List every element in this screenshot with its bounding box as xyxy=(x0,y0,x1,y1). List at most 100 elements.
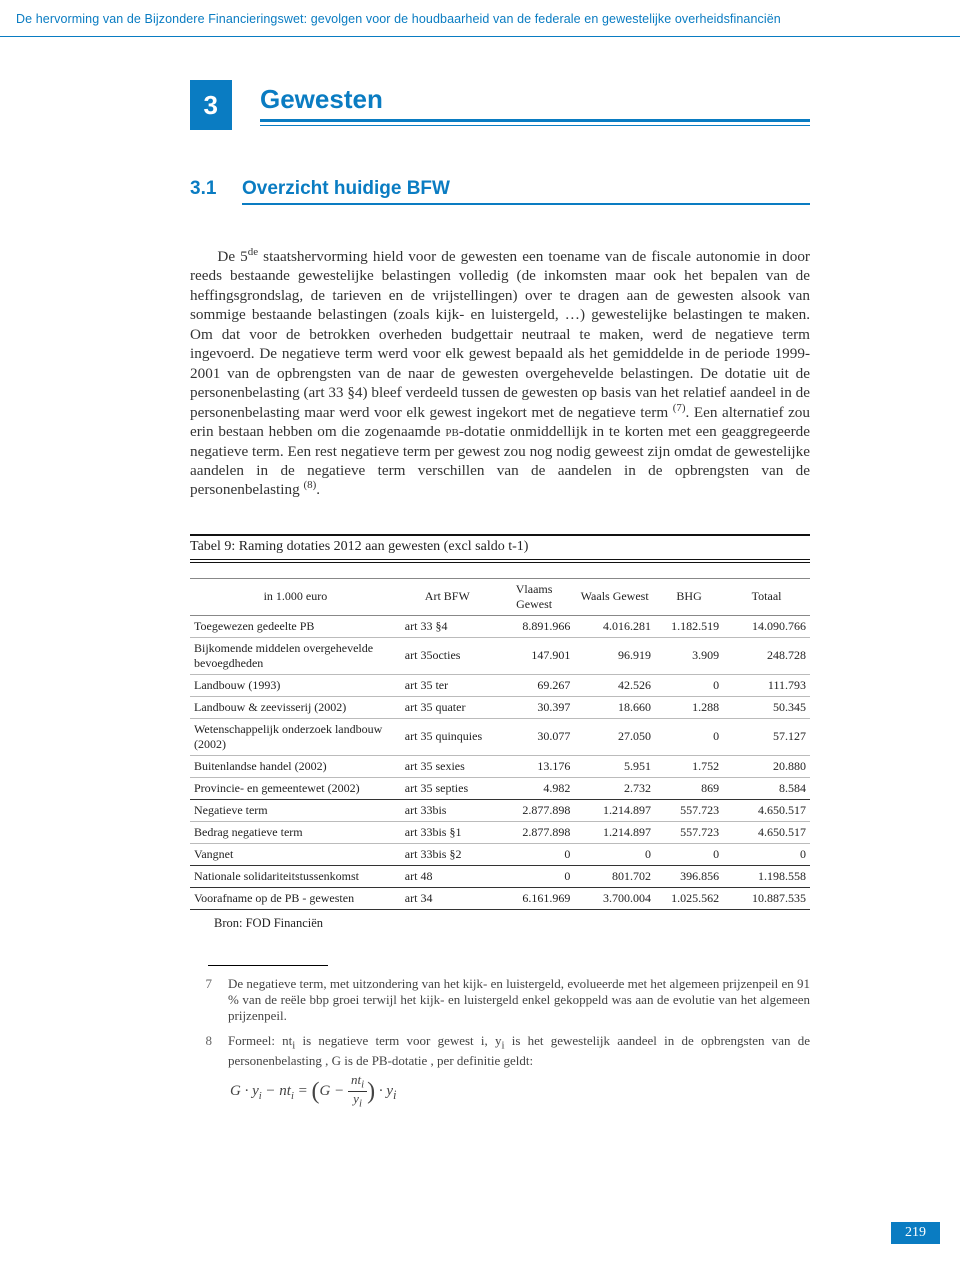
table-cell-value: 69.267 xyxy=(494,674,575,696)
table-cell-art: art 34 xyxy=(401,887,494,909)
page-number: 219 xyxy=(891,1222,940,1244)
table-cell-label: Toegewezen gedeelte PB xyxy=(190,615,401,637)
table-cell-value: 1.025.562 xyxy=(655,887,723,909)
table-row: Wetenschappelijk onderzoek landbouw (200… xyxy=(190,718,810,755)
page-content: 3 Gewesten 3.1 Overzicht huidige BFW De … xyxy=(190,80,810,1118)
table-cell-value: 248.728 xyxy=(723,637,810,674)
table-cell-label: Provincie- en gemeentewet (2002) xyxy=(190,777,401,799)
footnote-text: De negatieve term, met uitzondering van … xyxy=(228,976,810,1025)
chapter-underline-thin xyxy=(260,125,810,126)
table-cell-value: 5.951 xyxy=(574,755,655,777)
table-row: Vangnetart 33bis §20000 xyxy=(190,843,810,865)
table-cell-value: 10.887.535 xyxy=(723,887,810,909)
table-cell-value: 8.891.966 xyxy=(494,615,575,637)
table-cell-value: 557.723 xyxy=(655,799,723,821)
table-cell-value: 2.877.898 xyxy=(494,821,575,843)
table-cell-label: Buitenlandse handel (2002) xyxy=(190,755,401,777)
table-cell-value: 1.214.897 xyxy=(574,799,655,821)
table-row: Negatieve termart 33bis2.877.8981.214.89… xyxy=(190,799,810,821)
table-cell-label: Negatieve term xyxy=(190,799,401,821)
table-cell-value: 1.198.558 xyxy=(723,865,810,887)
body-paragraph: De 5de staatshervorming hield voor de ge… xyxy=(190,247,810,500)
table-cell-label: Nationale solidariteitstussenkomst xyxy=(190,865,401,887)
table-cell-value: 1.214.897 xyxy=(574,821,655,843)
table-header-cell: Waals Gewest xyxy=(574,578,655,615)
table-row: Nationale solidariteitstussenkomstart 48… xyxy=(190,865,810,887)
table-cell-art: art 35 septies xyxy=(401,777,494,799)
table-cell-value: 2.877.898 xyxy=(494,799,575,821)
table-row: Bedrag negatieve termart 33bis §12.877.8… xyxy=(190,821,810,843)
table-cell-value: 18.660 xyxy=(574,696,655,718)
table-cell-art: art 35 sexies xyxy=(401,755,494,777)
table-row: Landbouw & zeevisserij (2002)art 35 quat… xyxy=(190,696,810,718)
table-cell-value: 0 xyxy=(723,843,810,865)
data-table: in 1.000 euroArt BFWVlaamsGewestWaals Ge… xyxy=(190,578,810,910)
table-row: Voorafname op de PB - gewestenart 346.16… xyxy=(190,887,810,909)
table-row: Provincie- en gemeentewet (2002)art 35 s… xyxy=(190,777,810,799)
table-header-cell: Art BFW xyxy=(401,578,494,615)
header-underline xyxy=(0,36,960,37)
table-cell-art: art 33bis xyxy=(401,799,494,821)
table-cell-value: 30.077 xyxy=(494,718,575,755)
table-cell-value: 4.982 xyxy=(494,777,575,799)
footnote-item: 7De negatieve term, met uitzondering van… xyxy=(190,976,810,1025)
table-cell-value: 869 xyxy=(655,777,723,799)
page-header: De hervorming van de Bijzondere Financie… xyxy=(16,12,944,26)
table-cell-value: 8.584 xyxy=(723,777,810,799)
table-cell-value: 27.050 xyxy=(574,718,655,755)
subsection-number: 3.1 xyxy=(190,178,242,205)
footnote-number: 8 xyxy=(190,1033,228,1110)
table-row: Landbouw (1993)art 35 ter69.26742.526011… xyxy=(190,674,810,696)
table-source: Bron: FOD Financiën xyxy=(190,916,810,931)
table-cell-value: 14.090.766 xyxy=(723,615,810,637)
footnotes: 7De negatieve term, met uitzondering van… xyxy=(190,965,810,1110)
table-cell-value: 57.127 xyxy=(723,718,810,755)
table-header-cell: Totaal xyxy=(723,578,810,615)
table-header-cell: BHG xyxy=(655,578,723,615)
footnote-number: 7 xyxy=(190,976,228,1025)
table-cell-art: art 35octies xyxy=(401,637,494,674)
table-cell-label: Landbouw (1993) xyxy=(190,674,401,696)
table-cell-value: 0 xyxy=(655,674,723,696)
table-cell-value: 3.909 xyxy=(655,637,723,674)
table-cell-value: 6.161.969 xyxy=(494,887,575,909)
table-section: Tabel 9: Raming dotaties 2012 aan gewest… xyxy=(190,534,810,931)
chapter-number: 3 xyxy=(190,80,232,130)
footnote-item: 8Formeel: nti is negatieve term voor gew… xyxy=(190,1033,810,1110)
table-cell-value: 2.732 xyxy=(574,777,655,799)
table-row: Buitenlandse handel (2002)art 35 sexies 1… xyxy=(190,755,810,777)
table-cell-value: 0 xyxy=(655,843,723,865)
table-cell-value: 147.901 xyxy=(494,637,575,674)
table-cell-value: 0 xyxy=(494,843,575,865)
chapter-underline-thick xyxy=(260,119,810,122)
table-cell-art: art 33bis §2 xyxy=(401,843,494,865)
table-cell-value: 1.288 xyxy=(655,696,723,718)
table-cell-label: Bijkomende middelen overgehevelde bevoeg… xyxy=(190,637,401,674)
table-cell-value: 4.650.517 xyxy=(723,799,810,821)
table-cell-value: 0 xyxy=(574,843,655,865)
table-cell-value: 3.700.004 xyxy=(574,887,655,909)
table-cell-label: Bedrag negatieve term xyxy=(190,821,401,843)
table-cell-art: art 33bis §1 xyxy=(401,821,494,843)
subsection-heading: 3.1 Overzicht huidige BFW xyxy=(190,178,810,205)
table-cell-value: 111.793 xyxy=(723,674,810,696)
table-cell-value: 42.526 xyxy=(574,674,655,696)
table-cell-art: art 35 quinquies xyxy=(401,718,494,755)
table-cell-art: art 35 quater xyxy=(401,696,494,718)
chapter-title: Gewesten xyxy=(260,84,810,119)
table-cell-value: 4.650.517 xyxy=(723,821,810,843)
table-cell-value: 96.919 xyxy=(574,637,655,674)
table-cell-label: Voorafname op de PB - gewesten xyxy=(190,887,401,909)
table-cell-value: 1.752 xyxy=(655,755,723,777)
table-header-cell: VlaamsGewest xyxy=(494,578,575,615)
table-cell-value: 30.397 xyxy=(494,696,575,718)
footnote-text: Formeel: nti is negatieve term voor gewe… xyxy=(228,1033,810,1110)
footnote-rule xyxy=(208,965,328,966)
table-cell-value: 20.880 xyxy=(723,755,810,777)
table-cell-label: Landbouw & zeevisserij (2002) xyxy=(190,696,401,718)
table-row: Toegewezen gedeelte PBart 33 §48.891.966… xyxy=(190,615,810,637)
table-cell-art: art 48 xyxy=(401,865,494,887)
table-cell-value: 0 xyxy=(494,865,575,887)
table-cell-art: art 33 §4 xyxy=(401,615,494,637)
table-cell-label: Vangnet xyxy=(190,843,401,865)
